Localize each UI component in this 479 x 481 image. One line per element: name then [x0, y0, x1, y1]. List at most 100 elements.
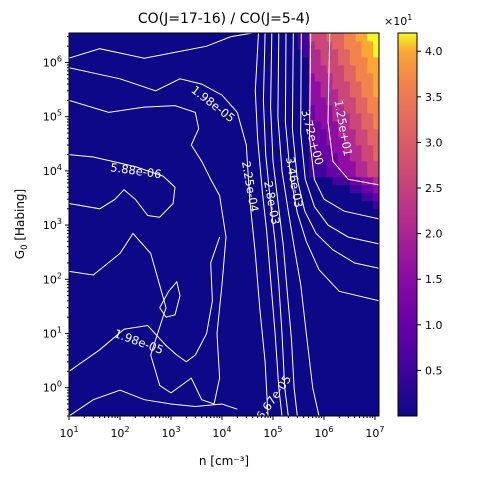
heatmap-cell: [320, 144, 327, 154]
heatmap-cell: [320, 104, 327, 114]
heatmap-cell: [332, 128, 339, 138]
heatmap-cell: [343, 176, 351, 186]
heatmap-cell: [343, 64, 351, 74]
heatmap-hot-region: [297, 33, 379, 210]
heatmap-cell: [361, 40, 368, 50]
heatmap-cell: [308, 112, 316, 122]
y-tick-label-1: 101: [43, 325, 62, 340]
heatmap-cell: [349, 160, 357, 170]
contour-line: [69, 99, 227, 405]
heatmap-cell: [314, 48, 322, 58]
heatmap-cell: [332, 176, 339, 186]
heatmap-cell: [343, 72, 351, 82]
heatmap-cell: [314, 152, 322, 162]
y-tick-label-3: 103: [43, 217, 62, 232]
heatmap-cell: [308, 104, 316, 114]
heatmap-cell: [343, 144, 351, 154]
heatmap-cell: [361, 192, 368, 202]
heatmap-cell: [343, 168, 351, 178]
heatmap-cell: [320, 40, 327, 50]
heatmap-cell: [367, 168, 374, 178]
heatmap-cell: [308, 96, 316, 106]
heatmap-cell: [349, 80, 357, 90]
heatmap-cell: [361, 152, 368, 162]
heatmap-cell: [314, 64, 322, 74]
heatmap-cell: [338, 72, 345, 82]
heatmap-cell: [308, 88, 316, 98]
heatmap-cell: [355, 104, 362, 114]
heatmap-cell: [367, 120, 374, 130]
colorbar-tick-label-5: 3.0: [425, 136, 443, 149]
heatmap-cell: [367, 104, 374, 114]
heatmap-cell: [303, 33, 310, 42]
contour-line: [277, 33, 320, 416]
heatmap-cell: [320, 160, 327, 170]
heatmap-cell: [326, 112, 333, 122]
x-tick-label-4: 105: [263, 425, 282, 440]
heatmap-cell: [343, 128, 351, 138]
heatmap-cell: [355, 64, 362, 74]
heatmap-cell: [314, 104, 322, 114]
heatmap-cell: [373, 200, 379, 210]
heatmap-cell: [367, 96, 374, 106]
heatmap-cell: [355, 144, 362, 154]
heatmap-cell: [373, 136, 379, 146]
heatmap-cell: [332, 48, 339, 58]
heatmap-cell: [314, 128, 322, 138]
contour-line: [254, 33, 283, 416]
colorbar-gradient: [397, 32, 418, 417]
heatmap-cell: [361, 112, 368, 122]
heatmap-cell: [349, 144, 357, 154]
heatmap-cell: [308, 72, 316, 82]
heatmap-cell: [355, 184, 362, 194]
contour-line: [284, 33, 379, 302]
heatmap-cell: [308, 144, 316, 154]
heatmap-cell: [367, 64, 374, 74]
heatmap-cell: [343, 33, 351, 42]
x-tick-label-3: 104: [212, 425, 231, 440]
colorbar-tick-label-0: 0.5: [425, 364, 443, 377]
heatmap-cell: [367, 88, 374, 98]
heatmap-cell: [308, 56, 316, 66]
heatmap-cell: [308, 128, 316, 138]
heatmap-cell: [338, 64, 345, 74]
contour-line: [69, 389, 238, 416]
heatmap-cell: [373, 152, 379, 162]
heatmap-cell: [355, 40, 362, 50]
heatmap-cell: [314, 136, 322, 146]
heatmap-cell: [338, 104, 345, 114]
heatmap-cell: [361, 104, 368, 114]
heatmap-cell: [297, 33, 304, 42]
heatmap-cell: [373, 168, 379, 178]
heatmap-cell: [361, 33, 368, 42]
heatmap-cell: [332, 56, 339, 66]
heatmap-cell: [326, 120, 333, 130]
heatmap-cell: [338, 160, 345, 170]
plot-frame: [68, 32, 380, 417]
heatmap-cell: [332, 40, 339, 50]
heatmap-cell: [367, 112, 374, 122]
colorbar-tick-label-7: 4.0: [425, 45, 443, 58]
heatmap-cell: [373, 192, 379, 202]
heatmap-cell: [367, 192, 374, 202]
x-axis: 101 102 103 104 105 106 107: [59, 416, 385, 440]
heatmap-cell: [343, 152, 351, 162]
contour-line: [291, 33, 379, 269]
heatmap-cell: [355, 33, 362, 42]
contour-line: [327, 33, 379, 186]
heatmap-cell: [326, 80, 333, 90]
heatmap-cell: [343, 96, 351, 106]
heatmap-cell: [326, 72, 333, 82]
heatmap-cell: [355, 168, 362, 178]
heatmap-cell: [343, 48, 351, 58]
heatmap-cell: [326, 168, 333, 178]
contour-line: [308, 33, 379, 220]
plot-area: 1.98e-055.88e-061.98e-056.67e-051.25e+01…: [69, 33, 379, 416]
heatmap-cell: [361, 80, 368, 90]
heatmap-cell: [355, 120, 362, 130]
heatmap-cell: [326, 104, 333, 114]
heatmap-cell: [332, 112, 339, 122]
heatmap-cell: [338, 88, 345, 98]
heatmap-cell: [338, 120, 345, 130]
